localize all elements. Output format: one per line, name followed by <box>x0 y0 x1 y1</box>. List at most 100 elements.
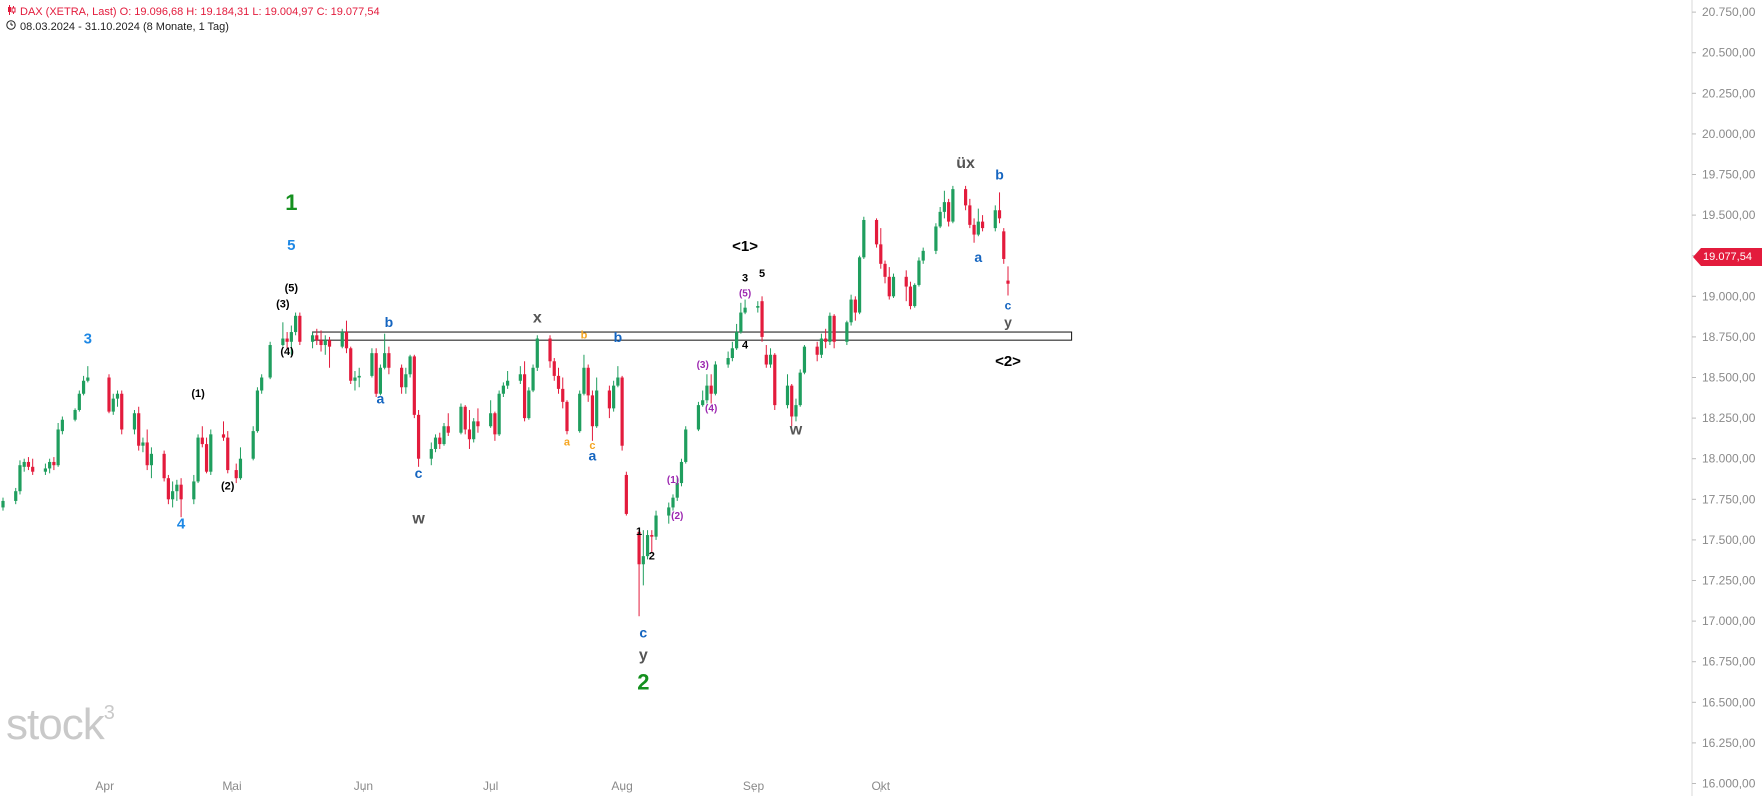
candle-body <box>120 393 124 430</box>
wave-label: (2) <box>221 481 235 493</box>
candle-body <box>281 338 285 346</box>
candle-body <box>679 461 684 484</box>
candle-body <box>86 377 90 381</box>
clock-icon <box>6 20 16 34</box>
candle-body <box>81 380 86 394</box>
candle-body <box>620 377 624 446</box>
candle-body <box>370 353 374 376</box>
wave-label: b <box>385 314 394 330</box>
wave-label: (3) <box>697 360 709 371</box>
x-tick-label: Sep <box>743 779 765 793</box>
candle-body <box>416 414 421 459</box>
candle-body <box>255 390 260 432</box>
candle-body <box>285 338 289 342</box>
y-tick-label: 16.000,00 <box>1702 777 1756 791</box>
candle-body <box>730 348 734 359</box>
y-tick-label: 19.500,00 <box>1702 208 1756 222</box>
candle-body <box>976 221 980 235</box>
candle-body <box>756 306 760 308</box>
candle-body <box>518 374 522 381</box>
candle-body <box>624 474 628 514</box>
candle-body <box>497 393 501 435</box>
candle-body <box>908 286 913 307</box>
candle-body <box>637 531 641 565</box>
candle-body <box>824 338 828 342</box>
candle-body <box>802 346 807 373</box>
candle-body <box>548 338 552 362</box>
candle-body <box>433 437 438 449</box>
wave-label: b <box>581 330 588 342</box>
candle-body <box>790 385 794 417</box>
y-tick-label: 19.000,00 <box>1702 289 1756 303</box>
candle-body <box>913 284 917 307</box>
candle-body <box>221 434 226 438</box>
candle-body <box>18 465 22 492</box>
y-tick-label: 17.250,00 <box>1702 574 1756 588</box>
candle-body <box>353 377 357 381</box>
candle-body <box>349 348 353 381</box>
candle-body <box>374 353 378 394</box>
wave-label: (3) <box>276 299 290 311</box>
candle-body <box>204 444 209 472</box>
candle-body <box>552 361 556 376</box>
candle-body <box>408 356 412 375</box>
candle-body <box>904 276 908 287</box>
candle-body <box>828 315 832 342</box>
wave-label: 3 <box>84 330 92 347</box>
candle-body <box>794 405 798 417</box>
wave-label: b <box>614 329 623 345</box>
candle-body <box>650 535 654 537</box>
candle-body <box>400 367 404 388</box>
y-tick-label: 18.250,00 <box>1702 411 1756 425</box>
candle-body <box>175 484 179 492</box>
candle-body <box>764 354 768 365</box>
wave-label: c <box>1005 298 1012 312</box>
candle-body <box>556 375 561 389</box>
candle-body <box>947 202 951 222</box>
candle-body <box>60 419 64 432</box>
x-tick-label: Jun <box>354 779 373 793</box>
candle-body <box>1002 231 1006 259</box>
candle-body <box>166 478 170 500</box>
candle-body <box>132 413 137 430</box>
wave-label: 5 <box>287 237 295 254</box>
candle-body <box>845 322 849 342</box>
candle-body <box>52 461 56 466</box>
candle-body <box>527 390 531 419</box>
watermark-text: stock <box>6 700 105 749</box>
x-tick-label: Okt <box>871 779 890 793</box>
candle-body <box>616 377 620 386</box>
candle-body <box>701 400 705 406</box>
support-zone-rect <box>312 331 1073 341</box>
candle-body <box>14 491 18 501</box>
candle-body <box>196 437 200 482</box>
candle-body <box>289 332 293 342</box>
y-tick-label: 18.750,00 <box>1702 330 1756 344</box>
wave-label: 4 <box>177 516 186 533</box>
candle-body <box>26 461 31 467</box>
candle-body <box>145 442 149 466</box>
candle-body <box>857 257 862 313</box>
candle-body <box>56 429 60 466</box>
candle-body <box>438 437 442 445</box>
candle-body <box>446 426 450 433</box>
candle-body <box>713 364 718 394</box>
candle-icon <box>6 5 16 19</box>
candle-body <box>972 224 976 235</box>
candle-body <box>654 515 658 537</box>
candle-body <box>293 315 298 333</box>
candle-body <box>260 377 264 391</box>
candle-body <box>171 491 175 500</box>
candle-body <box>696 405 701 430</box>
wave-label: (4) <box>280 346 294 358</box>
candle-body <box>531 367 535 391</box>
candle-body <box>645 535 650 557</box>
candle-body <box>340 332 344 347</box>
y-tick-label: 16.500,00 <box>1702 695 1756 709</box>
wave-label: 2 <box>637 669 649 694</box>
candle-body <box>565 401 569 432</box>
wave-label: <2> <box>995 353 1021 370</box>
wave-label: c <box>589 440 595 452</box>
candle-body <box>251 431 255 459</box>
